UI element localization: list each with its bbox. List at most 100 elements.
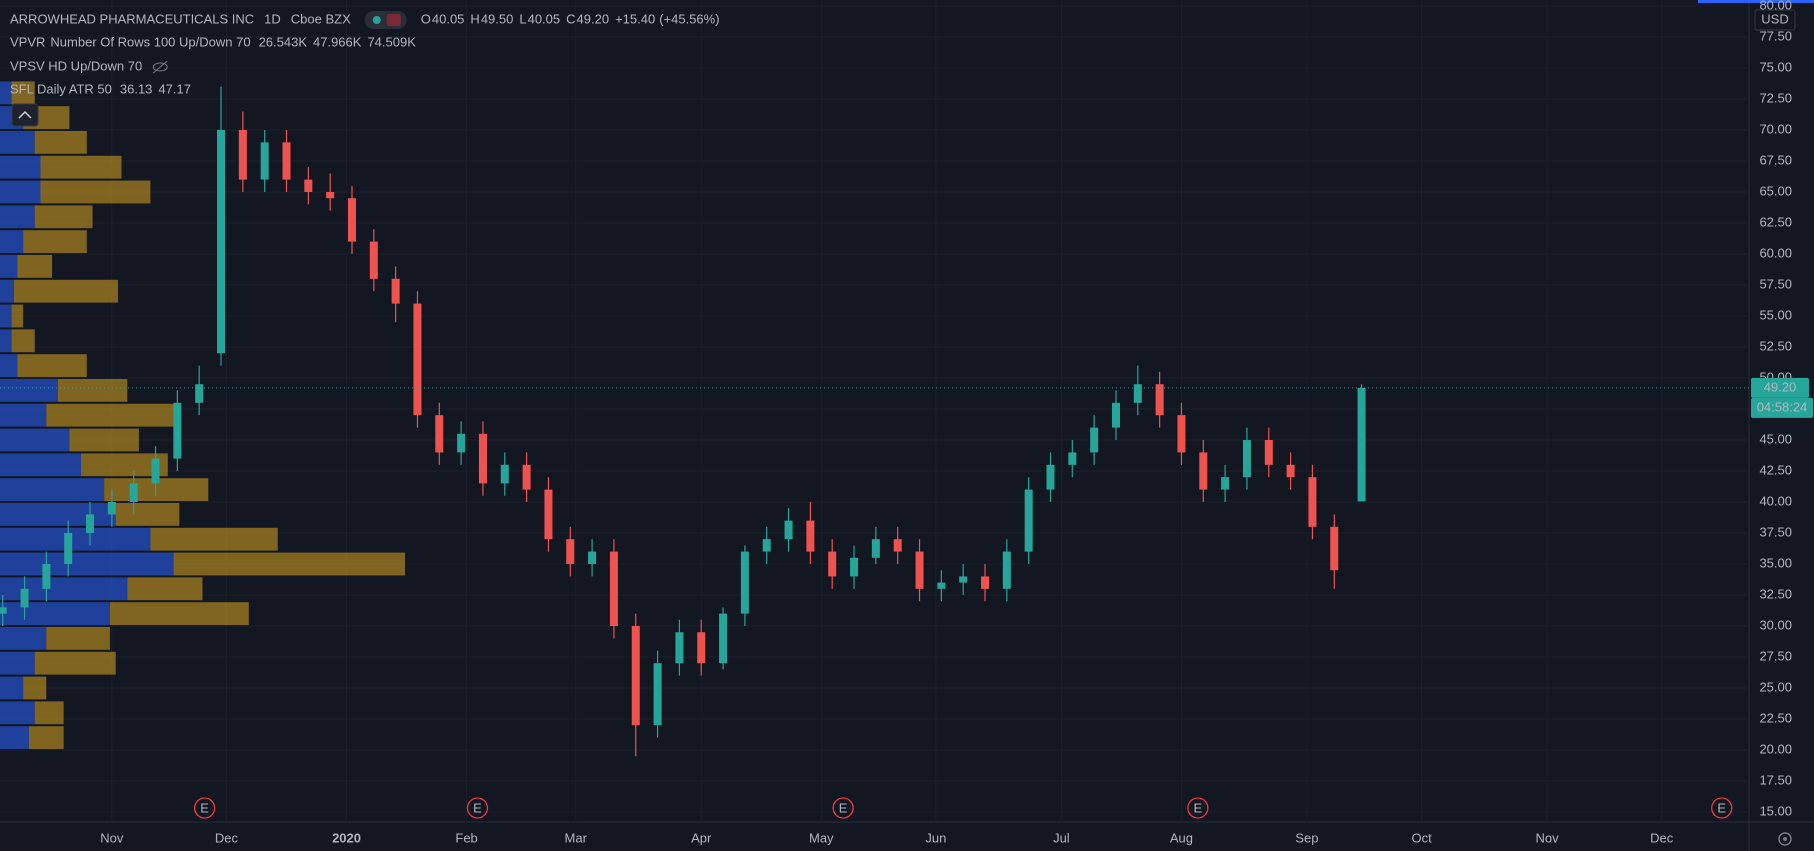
candle-body (457, 433, 466, 453)
profile-up (0, 478, 105, 501)
x-tick-label: Dec (1650, 830, 1674, 845)
candle-body (522, 464, 531, 490)
earnings-marker[interactable]: E (1711, 797, 1733, 819)
collapse-button[interactable] (11, 103, 39, 127)
y-tick-label: 45.00 (1759, 431, 1792, 446)
earnings-label: E (473, 800, 482, 815)
profile-down (17, 255, 53, 278)
candle-body (1221, 477, 1230, 490)
y-tick-label: 65.00 (1759, 183, 1792, 198)
currency-box (1754, 9, 1796, 31)
ohlc-value: 40.05 (432, 11, 465, 26)
top-progress (1698, 0, 1814, 3)
status-flag (386, 14, 401, 26)
profile-up (0, 676, 24, 700)
settings-icon[interactable] (1778, 832, 1792, 846)
earnings-circle (193, 797, 216, 819)
x-tick-label: Jul (1053, 830, 1070, 845)
candle-body (1111, 402, 1120, 428)
indicator-params: Number Of Rows 100 Up/Down 70 (50, 34, 250, 49)
hidden-eye-slash (152, 60, 168, 74)
symbol: ARROWHEAD PHARMACEUTICALS INC (10, 11, 254, 26)
earnings-marker[interactable]: E (466, 797, 489, 819)
profile-down (46, 627, 110, 650)
candle-body (850, 557, 859, 577)
y-tick-label: 67.50 (1759, 152, 1792, 167)
earnings-marker[interactable]: E (193, 797, 216, 819)
candle-body (304, 179, 313, 192)
profile-down (46, 403, 174, 427)
candle-body (347, 198, 356, 242)
candle-body (762, 539, 771, 552)
y-tick-label: 25.00 (1759, 679, 1792, 694)
indicator-name-hidden: VPSV HD Up/Down 70 (10, 58, 142, 73)
candle-body (1155, 384, 1164, 416)
candle-body (1308, 477, 1317, 527)
indicator-name: VPVR (10, 34, 45, 49)
indicator-value: 74.509K (367, 34, 416, 49)
candle-body (719, 613, 728, 664)
profile-down (34, 131, 87, 154)
candle-body (326, 192, 335, 199)
candle-body (544, 489, 553, 540)
candle-body (937, 582, 946, 589)
earnings-marker[interactable]: E (832, 797, 854, 819)
y-tick-label: 15.00 (1759, 803, 1792, 818)
currency: USD (1761, 11, 1788, 26)
last-price-box (1751, 377, 1809, 398)
candle-body (369, 241, 378, 279)
y-tick-label: 40.00 (1759, 493, 1792, 508)
candle-body (478, 433, 487, 484)
profile-down (11, 81, 35, 105)
profile-up (0, 279, 14, 303)
profile-down (34, 701, 64, 725)
candle-body (675, 632, 684, 664)
candle-body (391, 278, 400, 304)
x-tick-label: 2020 (332, 830, 361, 845)
candle-body (1286, 464, 1295, 478)
profile-up (0, 651, 35, 675)
ohlc-key: H (470, 11, 479, 26)
candle-body (195, 384, 204, 403)
profile-up (0, 726, 29, 749)
last-price-label: 49.20 (1764, 379, 1797, 394)
candle-body (893, 539, 902, 552)
candle-body (1002, 551, 1011, 589)
profile-up (0, 602, 110, 625)
candle-body (653, 663, 662, 726)
profile-down (69, 428, 139, 452)
profile-down (173, 552, 405, 576)
y-tick-label: 55.00 (1759, 307, 1792, 322)
profile-down (13, 279, 119, 303)
earnings-label: E (1193, 800, 1202, 815)
candle-body (107, 502, 116, 515)
candle-body (86, 514, 95, 533)
profile-up (0, 379, 58, 402)
earnings-marker[interactable]: E (1187, 797, 1209, 819)
candle-body (42, 564, 51, 589)
profile-down (17, 354, 87, 377)
candle-body (1264, 440, 1273, 465)
profile-up (0, 403, 47, 427)
y-tick-label: 57.50 (1759, 276, 1792, 291)
profile-up (0, 701, 35, 725)
profile-down (23, 230, 87, 253)
profile-down (40, 180, 151, 204)
ohlc-key: O (421, 11, 431, 26)
candle-body (915, 551, 924, 589)
earnings-circle (466, 797, 489, 819)
y-tick-label: 52.50 (1759, 338, 1792, 353)
earnings-circle (832, 797, 854, 819)
x-tick-label: Apr (691, 830, 712, 845)
y-tick-label: 30.00 (1759, 617, 1792, 632)
collapse-icon (18, 110, 32, 119)
status-dot (372, 16, 381, 24)
candle-body (1330, 526, 1339, 571)
y-tick-label: 22.50 (1759, 710, 1792, 725)
candle-body (609, 551, 618, 626)
ohlc-value: 40.05 (528, 11, 561, 26)
indicator-value: 47.17 (158, 81, 191, 96)
profile-down (40, 155, 122, 179)
candle-body (1242, 440, 1251, 478)
